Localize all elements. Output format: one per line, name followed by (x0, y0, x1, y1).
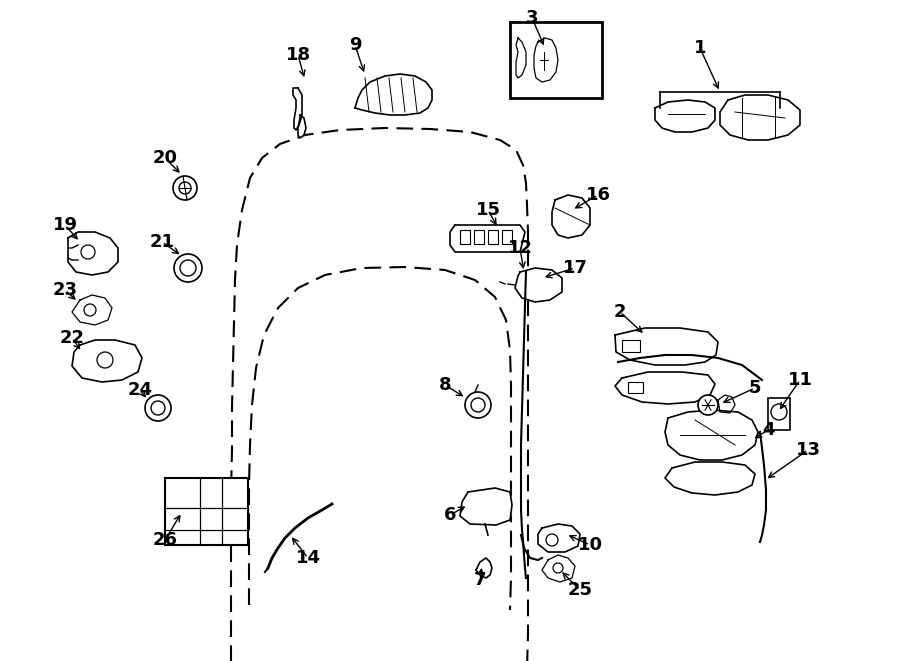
Text: 5: 5 (749, 379, 761, 397)
Polygon shape (516, 38, 526, 78)
Polygon shape (542, 555, 575, 582)
Bar (628, 382, 643, 393)
Bar (165, 478, 248, 545)
Circle shape (180, 260, 196, 276)
Text: 19: 19 (52, 216, 77, 234)
Circle shape (173, 176, 197, 200)
Circle shape (471, 398, 485, 412)
Polygon shape (72, 340, 142, 382)
Bar (768, 398, 790, 430)
Circle shape (465, 392, 491, 418)
Text: 25: 25 (568, 581, 592, 599)
Circle shape (174, 254, 202, 282)
Circle shape (151, 401, 165, 415)
Circle shape (145, 395, 171, 421)
Circle shape (546, 534, 558, 546)
Bar (488, 230, 498, 244)
Text: 1: 1 (694, 39, 706, 57)
Polygon shape (718, 395, 735, 413)
Polygon shape (720, 95, 800, 140)
Text: 13: 13 (796, 441, 821, 459)
Bar (474, 230, 484, 244)
Text: 4: 4 (761, 421, 774, 439)
Polygon shape (615, 328, 718, 365)
Text: 26: 26 (152, 531, 177, 549)
Bar (502, 230, 512, 244)
Polygon shape (538, 524, 580, 552)
Polygon shape (515, 268, 562, 302)
Circle shape (771, 404, 787, 420)
Polygon shape (450, 225, 525, 252)
Text: 3: 3 (526, 9, 538, 27)
Text: 18: 18 (285, 46, 310, 64)
Circle shape (179, 182, 191, 194)
Text: 11: 11 (788, 371, 813, 389)
Polygon shape (665, 410, 758, 460)
Text: 6: 6 (444, 506, 456, 524)
Polygon shape (68, 232, 118, 275)
Circle shape (698, 395, 718, 415)
Polygon shape (72, 295, 112, 325)
Text: 7: 7 (473, 571, 486, 589)
Circle shape (553, 563, 563, 573)
Text: 14: 14 (295, 549, 320, 567)
Text: 17: 17 (562, 259, 588, 277)
Polygon shape (552, 195, 590, 238)
Circle shape (81, 245, 95, 259)
Text: 12: 12 (508, 239, 533, 257)
Polygon shape (293, 88, 302, 130)
Text: 9: 9 (349, 36, 361, 54)
Text: 10: 10 (578, 536, 602, 554)
Bar (622, 340, 640, 352)
Polygon shape (298, 115, 306, 138)
Text: 23: 23 (52, 281, 77, 299)
Text: 16: 16 (586, 186, 610, 204)
Text: 15: 15 (475, 201, 500, 219)
Circle shape (84, 304, 96, 316)
Text: 8: 8 (438, 376, 451, 394)
Polygon shape (665, 462, 755, 495)
Text: 20: 20 (152, 149, 177, 167)
Text: 2: 2 (614, 303, 626, 321)
Polygon shape (615, 372, 715, 404)
Polygon shape (534, 38, 558, 82)
Polygon shape (655, 100, 715, 132)
Bar (460, 230, 470, 244)
Text: 24: 24 (128, 381, 152, 399)
Text: 21: 21 (149, 233, 175, 251)
Text: 22: 22 (59, 329, 85, 347)
Polygon shape (460, 488, 512, 525)
Circle shape (97, 352, 113, 368)
Polygon shape (355, 74, 432, 115)
Bar (510, 22, 602, 98)
